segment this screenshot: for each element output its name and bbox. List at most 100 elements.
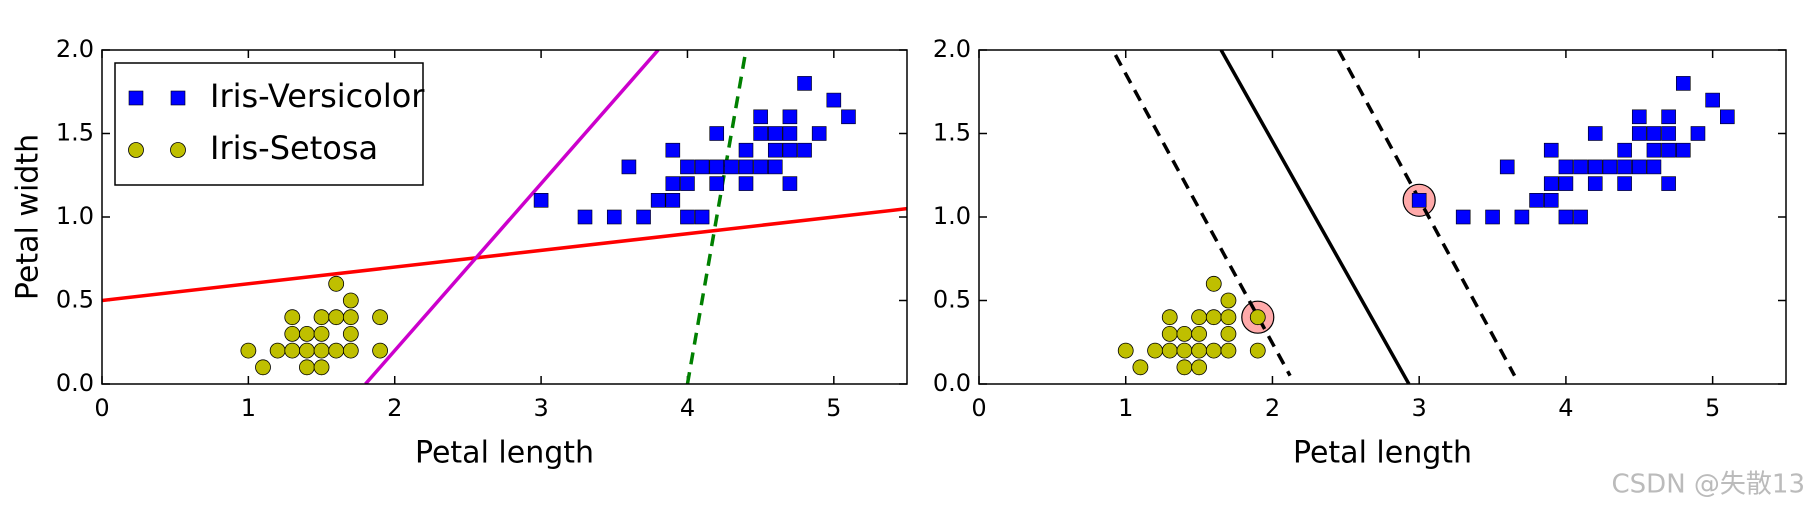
point	[680, 209, 695, 225]
x-tick-label: 3	[1412, 394, 1427, 422]
decision-line	[364, 50, 660, 384]
point	[1705, 92, 1720, 108]
point	[1191, 359, 1207, 376]
decision-line	[102, 206, 907, 303]
point	[299, 325, 315, 342]
point	[1205, 275, 1222, 292]
point	[313, 325, 330, 342]
point	[738, 176, 754, 191]
x-axis-label: Petal length	[1293, 436, 1472, 471]
point	[738, 159, 754, 175]
point	[342, 309, 359, 326]
y-tick-label: 2.0	[56, 35, 94, 63]
point	[738, 142, 754, 158]
x-tick-label: 0	[971, 394, 986, 422]
point	[1690, 126, 1706, 141]
point	[709, 176, 725, 191]
point	[1543, 193, 1559, 208]
point	[1558, 176, 1574, 191]
plot: 0 1 2 3 4 5 0.0 0.5 1.0 1.5 2.0 Petal length	[933, 35, 1787, 471]
point	[299, 359, 315, 376]
point	[1675, 142, 1691, 158]
point	[284, 325, 301, 342]
point	[753, 159, 768, 175]
point	[1646, 126, 1662, 141]
point	[1176, 342, 1193, 359]
legend-marker	[128, 90, 144, 106]
point	[269, 342, 286, 359]
point	[342, 325, 359, 342]
point	[606, 209, 622, 225]
point	[313, 342, 330, 359]
point	[1558, 159, 1574, 175]
point	[1132, 359, 1149, 376]
point	[665, 176, 681, 191]
point	[1617, 176, 1632, 191]
point	[1249, 342, 1266, 359]
point	[1631, 109, 1647, 125]
point	[694, 159, 710, 175]
point	[782, 109, 798, 125]
decision-line	[685, 50, 748, 384]
point	[1220, 309, 1237, 326]
point	[782, 176, 798, 191]
y-axis-label: Petal width	[11, 134, 46, 300]
point	[650, 193, 666, 208]
point	[328, 342, 345, 359]
point	[1220, 325, 1237, 342]
y-tick-label: 0.0	[56, 369, 94, 397]
decision-line	[1219, 50, 1411, 384]
legend-marker	[170, 142, 186, 158]
x-tick-label: 4	[680, 394, 695, 422]
point	[284, 309, 301, 326]
point	[826, 92, 842, 108]
y-tick-label: 1.0	[933, 202, 971, 230]
legend-marker	[170, 90, 186, 106]
point	[665, 142, 681, 158]
plot-area	[102, 50, 907, 384]
point	[753, 126, 768, 141]
point	[1617, 142, 1632, 158]
point	[1499, 159, 1515, 175]
point	[1191, 325, 1207, 342]
point	[1220, 342, 1237, 359]
point	[841, 109, 856, 125]
point	[1176, 325, 1193, 342]
point	[1631, 126, 1647, 141]
plot-area	[1113, 50, 1735, 384]
point	[240, 342, 257, 359]
point	[1646, 142, 1662, 158]
point	[797, 142, 812, 158]
point	[680, 159, 695, 175]
point	[1543, 142, 1559, 158]
point	[1646, 159, 1662, 175]
y-tick-label: 1.0	[56, 202, 94, 230]
x-axis-label: Petal length	[415, 436, 594, 471]
y-tick-label: 0.5	[56, 286, 94, 314]
x-tick-label: 5	[826, 394, 841, 422]
point	[782, 126, 798, 141]
y-tick-label: 2.0	[933, 35, 971, 63]
point	[1587, 176, 1603, 191]
point	[372, 342, 388, 359]
point	[1587, 126, 1603, 141]
point	[767, 159, 783, 175]
point	[1602, 159, 1618, 175]
x-tick-label: 3	[533, 394, 548, 422]
x-tick-label: 2	[1265, 394, 1280, 422]
point	[1661, 142, 1676, 158]
x-tick-label: 1	[241, 394, 256, 422]
point	[680, 176, 695, 191]
point	[1191, 342, 1207, 359]
point	[1573, 159, 1588, 175]
x-tick-label: 5	[1705, 394, 1720, 422]
point	[1587, 159, 1603, 175]
point	[753, 109, 768, 125]
x-tick-label: 0	[94, 394, 109, 422]
x-tick-label: 4	[1558, 394, 1573, 422]
point	[767, 142, 783, 158]
y-tick-label: 0.0	[933, 369, 971, 397]
point	[1117, 342, 1134, 359]
x-tick-label: 1	[1118, 394, 1133, 422]
